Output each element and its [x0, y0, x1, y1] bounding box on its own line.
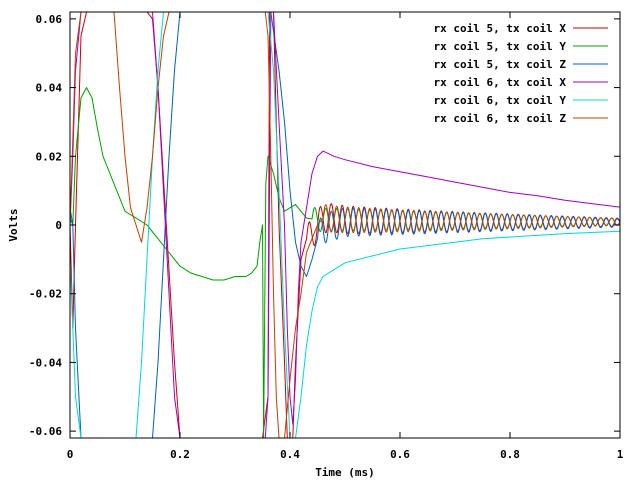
- y-tick-label: 0.06: [36, 13, 63, 26]
- y-axis: -0.06 -0.04 -0.02 0 0.02 0.04 0.06: [29, 13, 620, 438]
- y-tick-label: -0.02: [29, 288, 62, 301]
- y-tick-label: 0.02: [36, 150, 63, 163]
- series-layer: [70, 12, 620, 438]
- y-tick-label: -0.06: [29, 425, 62, 438]
- x-tick-label: 0.8: [500, 448, 520, 461]
- legend-label: rx coil 6, tx coil X: [434, 76, 567, 89]
- y-axis-title: Volts: [7, 208, 20, 241]
- x-tick-label: 1: [617, 448, 624, 461]
- x-axis: 0 0.2 0.4 0.6 0.8 1: [67, 12, 624, 461]
- legend-label: rx coil 5, tx coil Z: [434, 58, 567, 71]
- legend-label: rx coil 6, tx coil Y: [434, 94, 567, 107]
- legend: rx coil 5, tx coil X rx coil 5, tx coil Y…: [434, 22, 608, 125]
- x-tick-label: 0.4: [280, 448, 300, 461]
- y-tick-label: 0: [55, 219, 62, 232]
- x-axis-title: Time (ms): [315, 466, 375, 479]
- series-line-4: [70, 12, 620, 438]
- legend-label: rx coil 6, tx coil Z: [434, 112, 567, 125]
- legend-label: rx coil 5, tx coil X: [434, 22, 567, 35]
- x-tick-label: 0.6: [390, 448, 410, 461]
- series-line-6: [70, 12, 620, 438]
- y-tick-label: 0.04: [36, 82, 63, 95]
- x-tick-label: 0: [67, 448, 74, 461]
- series-line-5: [70, 12, 620, 438]
- x-tick-label: 0.2: [170, 448, 190, 461]
- y-tick-label: -0.04: [29, 356, 62, 369]
- legend-label: rx coil 5, tx coil Y: [434, 40, 567, 53]
